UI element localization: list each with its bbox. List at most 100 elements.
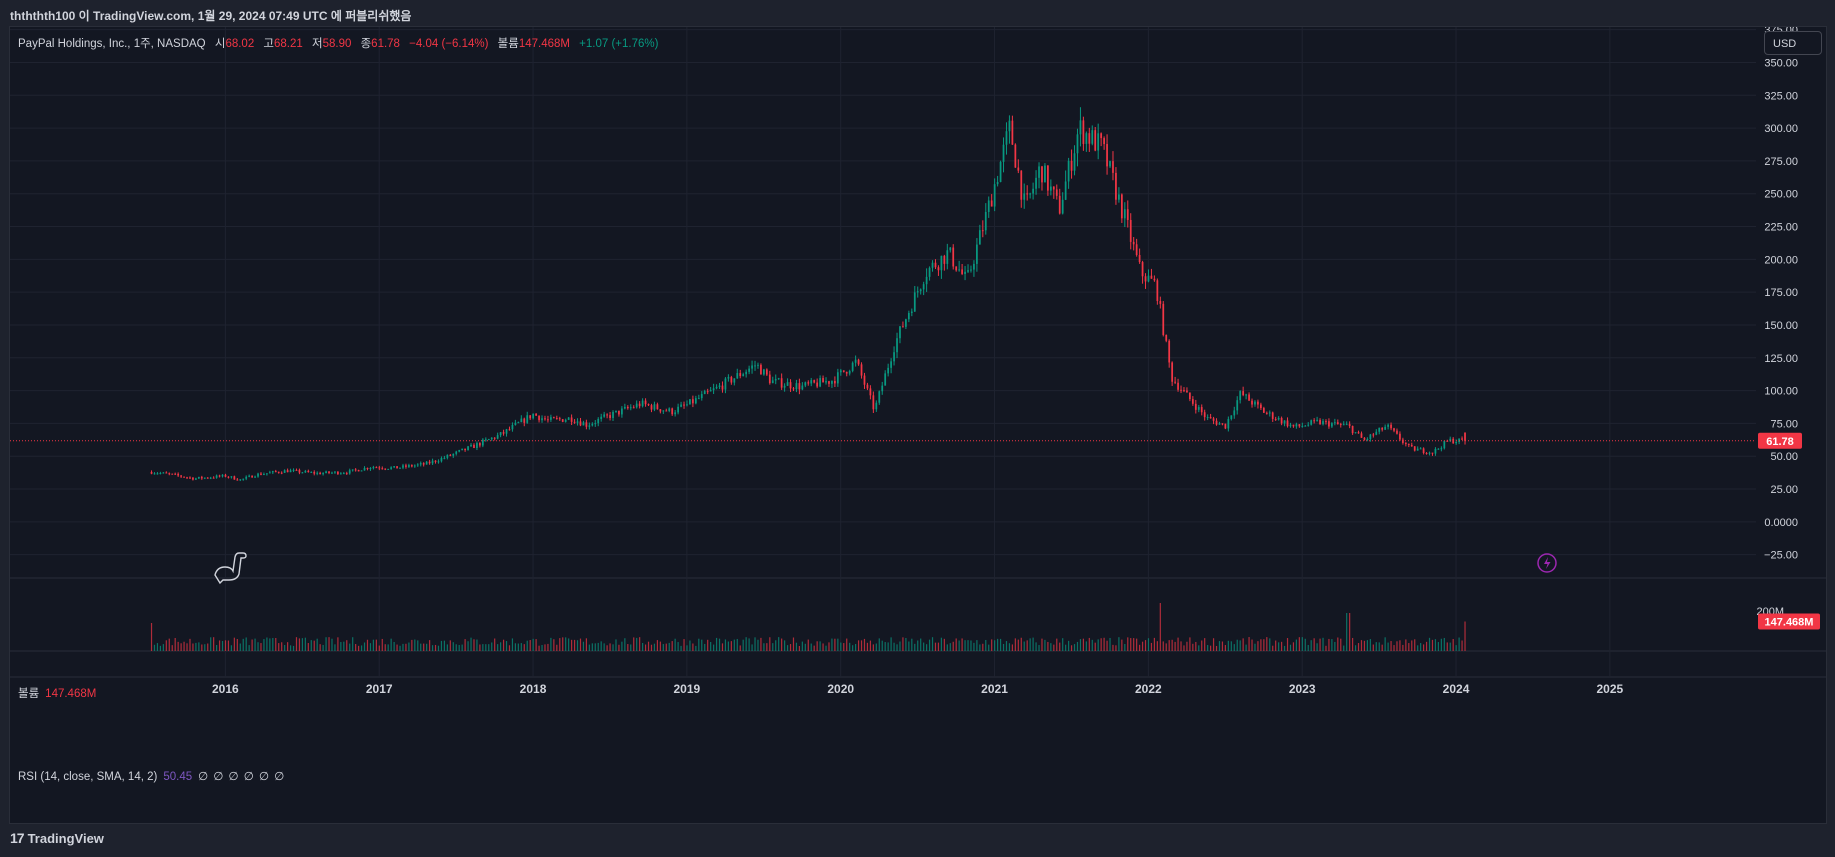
candle-body — [1097, 133, 1100, 151]
candle-body — [484, 439, 487, 441]
volume-bar — [997, 638, 999, 651]
candle-body — [955, 266, 958, 271]
candle-body — [425, 461, 428, 465]
candle-body — [1094, 130, 1097, 151]
volume-bar — [798, 645, 800, 651]
candle-body — [378, 467, 381, 469]
candle-body — [248, 475, 251, 477]
candle-body — [212, 477, 215, 479]
candle-body — [1236, 400, 1239, 411]
volume-bar — [668, 642, 670, 651]
candle-body — [1109, 161, 1111, 167]
volume-bar — [1056, 638, 1058, 651]
candle-body — [233, 476, 236, 480]
candle-body — [842, 370, 845, 372]
candle-body — [999, 161, 1002, 182]
candle-body — [271, 471, 274, 473]
x-tick-label: 2023 — [1289, 682, 1316, 696]
candle-body — [538, 415, 540, 421]
volume-bar — [1029, 638, 1031, 651]
volume-bar — [1017, 639, 1019, 651]
volume-bar — [781, 638, 783, 651]
chart-frame[interactable]: −25.00 0.0000 25.00 50.00 75.00 100.00 125.00 1… — [9, 26, 1827, 824]
candle-body — [443, 457, 446, 459]
candle-body — [209, 477, 212, 479]
candle-body — [1242, 391, 1245, 396]
volume-bar — [526, 640, 528, 651]
price-chart[interactable]: −25.00 0.0000 25.00 50.00 75.00 100.00 125.00 1… — [10, 27, 1826, 823]
volume-bar — [467, 641, 469, 651]
volume-bar — [745, 637, 747, 651]
candle-body — [153, 473, 156, 475]
volume-bar — [733, 639, 735, 651]
volume-bar — [890, 637, 892, 651]
x-tick-label: 2017 — [366, 682, 393, 696]
candle-body — [943, 255, 946, 264]
candle-body — [1304, 425, 1307, 427]
volume-bar — [1159, 603, 1161, 651]
volume-bar — [349, 643, 351, 651]
volume-bar — [1239, 640, 1241, 651]
tradingview-footer[interactable]: 17 TradingView — [10, 830, 104, 846]
candle-body — [650, 405, 653, 410]
close-value: 61.78 — [371, 38, 400, 50]
volume-bar — [458, 644, 460, 651]
candle-body — [635, 403, 638, 408]
candle-body — [1047, 165, 1049, 191]
volume-bar — [659, 641, 661, 651]
lightning-icon[interactable] — [1537, 553, 1557, 573]
volume-bar — [982, 643, 984, 651]
candle-body — [301, 472, 304, 474]
candle-body — [825, 381, 827, 383]
volume-bar — [343, 641, 345, 651]
candle-body — [331, 472, 333, 474]
volume-bar — [789, 644, 792, 651]
candle-body — [1141, 262, 1144, 277]
volume-bar — [189, 638, 191, 651]
candle-body — [1378, 427, 1381, 432]
volume-bar — [1428, 637, 1431, 651]
volume-bar — [298, 638, 301, 651]
candle-body — [1307, 424, 1310, 426]
lightning-bolt — [1544, 557, 1551, 569]
volume-bar — [500, 642, 502, 651]
candle-body — [399, 467, 401, 469]
volume-bar — [715, 637, 718, 651]
candle-body — [162, 472, 165, 474]
candle-body — [922, 284, 925, 290]
volume-bar — [523, 644, 525, 651]
rsi-label[interactable]: RSI (14, close, SMA, 14, 2) — [18, 771, 158, 783]
volume-bar — [429, 640, 431, 651]
volume-bar — [301, 638, 304, 651]
symbol-name[interactable]: PayPal Holdings, Inc., 1주, NASDAQ — [18, 38, 206, 50]
volume-bar — [562, 637, 564, 651]
candle-body — [724, 378, 727, 390]
candle-body — [1147, 275, 1150, 282]
volume-bar — [677, 642, 679, 651]
dinosaur-icon[interactable] — [214, 552, 247, 585]
volume-bar — [1455, 645, 1457, 651]
volume-bar — [671, 641, 673, 651]
y-tick-label: 100.00 — [1764, 386, 1798, 398]
y-tick-label: 150.00 — [1764, 320, 1798, 332]
volume-bar — [207, 643, 209, 651]
volume-bar — [630, 644, 632, 651]
candle-body — [1251, 400, 1253, 405]
volume-bar — [381, 638, 383, 651]
volume-bar — [1411, 640, 1413, 651]
volume-bar — [618, 644, 620, 651]
candle-body — [1271, 412, 1274, 419]
candle-body — [1319, 419, 1321, 425]
candle-body — [502, 432, 505, 434]
volume-bar — [1127, 637, 1129, 651]
candle-body — [964, 271, 966, 274]
candle-body — [174, 473, 177, 475]
volume-bar — [579, 638, 582, 651]
volume-bar — [594, 643, 596, 651]
volume-bar — [973, 642, 975, 651]
volume-bar — [491, 642, 493, 651]
volume-bar — [535, 639, 537, 651]
candle-body — [1434, 448, 1437, 454]
candle-body — [1197, 407, 1200, 410]
currency-button[interactable]: USD — [1764, 31, 1822, 55]
